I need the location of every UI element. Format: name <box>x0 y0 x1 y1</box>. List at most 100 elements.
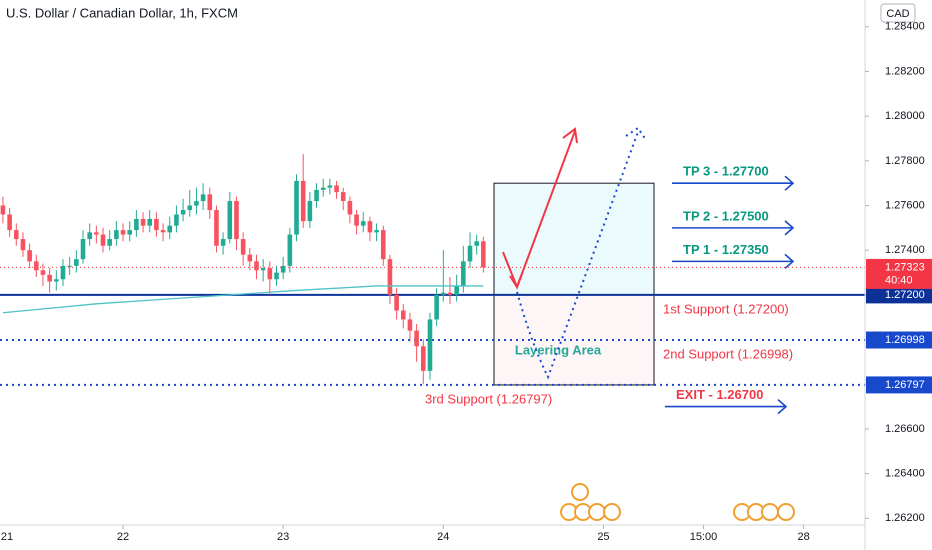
candle-body <box>180 210 186 215</box>
candle-body <box>334 185 339 193</box>
last-price-marker <box>866 258 932 289</box>
y-tick-label: 1.27800 <box>885 155 925 167</box>
candle-body <box>407 319 413 331</box>
candle-body <box>420 346 426 371</box>
candle-body <box>234 201 239 240</box>
event-icon <box>571 483 589 501</box>
candle-body <box>447 292 453 295</box>
candle-body <box>354 214 359 226</box>
x-tick-label: 23 <box>277 531 289 543</box>
candle-body <box>140 218 146 226</box>
candle-body <box>13 230 19 240</box>
candle-body <box>20 239 26 251</box>
arrow-head <box>562 127 578 144</box>
candle-body <box>107 239 112 246</box>
chart-title: U.S. Dollar / Canadian Dollar, 1h, FXCM <box>6 5 238 20</box>
candle-body <box>47 274 52 282</box>
candle-body <box>481 241 486 268</box>
candle-body <box>347 201 353 215</box>
candle-body <box>380 230 386 260</box>
candle-body <box>227 201 233 240</box>
candle-body <box>267 268 273 280</box>
candle-body <box>340 192 346 202</box>
candle-body <box>400 310 406 320</box>
event-icons <box>560 483 795 521</box>
price-layer <box>0 154 486 385</box>
candle-body <box>207 194 213 210</box>
candle-body <box>254 261 259 271</box>
axis-marker <box>866 286 932 304</box>
candle-body <box>80 239 86 260</box>
candle-body <box>327 185 333 188</box>
candle-body <box>94 232 99 235</box>
target-label: TP 3 - 1.27700 <box>683 164 769 179</box>
candle-body <box>461 261 466 286</box>
candle-body <box>314 189 319 202</box>
y-tick-label: 1.26400 <box>885 468 925 480</box>
candle-body <box>174 214 179 226</box>
candle-body <box>374 230 379 233</box>
candle-body <box>287 234 293 266</box>
target-label: TP 1 - 1.27350 <box>683 242 769 257</box>
event-icon <box>588 503 606 521</box>
candle-body <box>100 234 106 246</box>
candle-body <box>154 218 159 231</box>
x-tick-label: 22 <box>117 531 129 543</box>
arrow-head <box>784 175 795 191</box>
candle-body <box>294 180 299 235</box>
candle-body <box>27 250 32 262</box>
candle-body <box>127 230 133 235</box>
candle-body <box>187 205 193 210</box>
x-tick-label: 25 <box>597 531 609 543</box>
zone-label: Layering Area <box>515 342 602 357</box>
candle-body <box>60 265 66 280</box>
moving-average <box>2 285 484 314</box>
candle-body <box>360 221 366 226</box>
axis-marker <box>866 331 932 349</box>
candle-body <box>194 201 199 206</box>
arrow-head <box>509 273 523 290</box>
candle-body <box>394 294 399 311</box>
zone-border <box>493 182 655 386</box>
arrow-head <box>625 126 647 141</box>
candle-body <box>441 292 446 295</box>
candle-body <box>33 261 39 271</box>
x-tick-label: 24 <box>437 531 449 543</box>
y-tick-label: 1.28200 <box>885 65 925 77</box>
candle-body <box>54 279 59 282</box>
x-tick-label: 28 <box>797 531 809 543</box>
support-label: 3rd Support (1.26797) <box>425 391 552 406</box>
candle-body <box>240 239 246 255</box>
candle-body <box>120 230 126 235</box>
countdown-label: 40:40 <box>885 274 913 286</box>
candle-body <box>134 218 139 231</box>
candle-body <box>147 218 153 226</box>
event-icon <box>761 503 779 521</box>
layering-zone <box>494 294 654 385</box>
candle-body <box>467 245 473 262</box>
candle-body <box>160 230 166 233</box>
candle-body <box>434 294 439 320</box>
y-tick-label: 1.27400 <box>885 244 925 256</box>
candle-body <box>167 225 173 233</box>
candle-body <box>320 187 326 190</box>
drawing-layer: Layering Area <box>0 182 865 386</box>
candle-body <box>307 201 313 222</box>
candle-body <box>74 259 79 266</box>
candle-body <box>280 265 286 273</box>
candle-body <box>220 239 226 246</box>
axis-marker-label: 1.27200 <box>885 289 925 301</box>
blue-path-arrow <box>516 131 639 380</box>
candle-body <box>260 268 266 271</box>
axis-marker-label: 1.26797 <box>885 379 925 391</box>
y-tick-label: 1.28000 <box>885 110 925 122</box>
candle-body <box>214 210 219 246</box>
y-tick-label: 1.27600 <box>885 199 925 211</box>
candle-body <box>40 270 46 275</box>
candle-body <box>87 232 92 240</box>
candle-body <box>0 205 6 215</box>
arrow-head <box>784 253 795 269</box>
target-label: TP 2 - 1.27500 <box>683 208 769 223</box>
